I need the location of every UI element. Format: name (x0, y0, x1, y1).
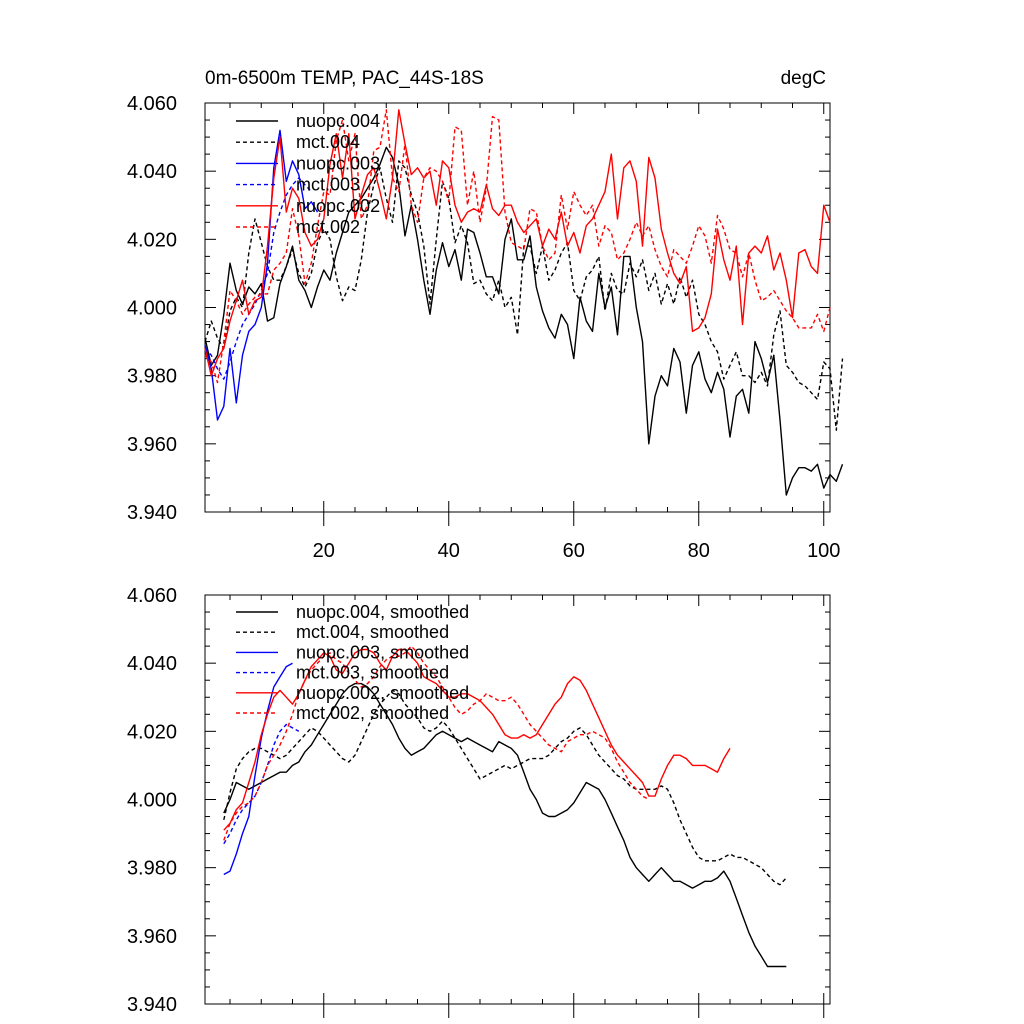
x-tick-label: 20 (313, 540, 335, 562)
y-tick-label: 4.040 (127, 161, 177, 183)
y-tick-label: 4.020 (127, 721, 177, 743)
y-tick-label: 3.940 (127, 502, 177, 524)
y-tick-label: 4.060 (127, 93, 177, 115)
legend-label: mct.004, smoothed (296, 622, 449, 642)
top-panel-units: degC (781, 68, 826, 89)
y-tick-label: 3.980 (127, 858, 177, 880)
top-panel-title: 0m-6500m TEMP, PAC_44S-18S (205, 68, 484, 89)
series-line-nuopc-003 (204, 129, 319, 421)
legend-label: nuopc.003 (296, 153, 380, 173)
legend-label: nuopc.002 (296, 196, 380, 216)
y-tick-label: 4.000 (127, 790, 177, 812)
top-panel: 0m-6500m TEMP, PAC_44S-18S degC 3.9403.9… (127, 68, 844, 562)
series-line-mct-004-smoothed (223, 689, 787, 886)
bottom-panel: 3.940 3.960 3.980 4.000 4.020 4.040 4.060 nuop… (127, 585, 831, 1018)
top-panel-legend: nuopc.004mct.004nuopc.003mct.003nuopc.00… (236, 111, 380, 237)
legend-label: mct.002, smoothed (296, 703, 449, 723)
legend-label: mct.002 (296, 217, 360, 237)
legend-label: mct.003, smoothed (296, 663, 449, 683)
x-tick-label: 40 (438, 540, 460, 562)
series-line-nuopc-003-smoothed (223, 662, 293, 876)
legend-label: nuopc.002, smoothed (296, 683, 469, 703)
bottom-panel-ticks (205, 594, 830, 1018)
legend-label: nuopc.004 (296, 111, 380, 131)
series-line-mct-002 (204, 109, 831, 384)
y-tick-label: 4.040 (127, 653, 177, 675)
series-line-nuopc-002 (204, 109, 831, 377)
y-tick-label: 4.020 (127, 229, 177, 251)
y-tick-label: 3.980 (127, 366, 177, 388)
series-line-nuopc-002-smoothed (223, 648, 731, 831)
legend-label: mct.003 (296, 175, 360, 195)
top-panel-y-tick-labels: 3.940 3.960 3.980 4.000 4.020 4.040 4.060 (127, 93, 177, 524)
y-tick-label: 3.960 (127, 926, 177, 948)
legend-label: mct.004 (296, 132, 360, 152)
series-line-nuopc-004 (204, 146, 844, 496)
top-panel-ticks (205, 102, 830, 526)
y-tick-label: 3.940 (127, 994, 177, 1016)
series-line-mct-002-smoothed (223, 645, 650, 841)
top-panel-x-tick-labels: 20 40 60 80 100 (313, 540, 841, 562)
x-tick-label: 60 (563, 540, 585, 562)
x-tick-label: 100 (807, 540, 840, 562)
top-panel-series (204, 109, 844, 496)
y-tick-label: 4.060 (127, 585, 177, 607)
y-tick-label: 4.000 (127, 298, 177, 320)
legend-label: nuopc.003, smoothed (296, 642, 469, 662)
bottom-panel-series (223, 645, 787, 968)
y-tick-label: 3.960 (127, 434, 177, 456)
x-tick-label: 80 (688, 540, 710, 562)
series-line-mct-003 (204, 177, 312, 380)
series-line-nuopc-004-smoothed (223, 682, 787, 968)
legend-label: nuopc.004, smoothed (296, 602, 469, 622)
bottom-panel-y-tick-labels: 3.940 3.960 3.980 4.000 4.020 4.040 4.060 (127, 585, 177, 1016)
